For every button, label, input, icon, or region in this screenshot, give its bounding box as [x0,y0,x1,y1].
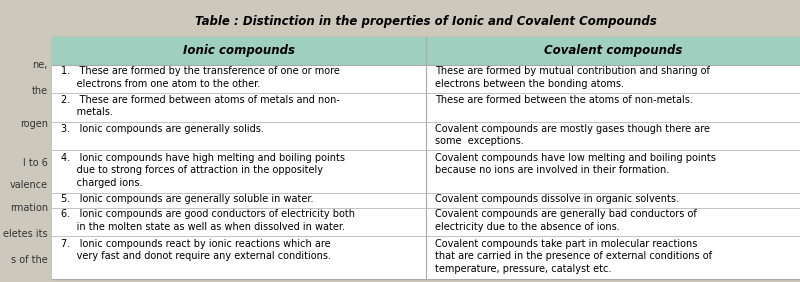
Text: Table : Distinction in the properties of Ionic and Covalent Compounds: Table : Distinction in the properties of… [195,15,657,28]
Text: the: the [32,86,48,96]
Text: l to 6: l to 6 [23,158,48,168]
Text: 4.   Ionic compounds have high melting and boiling points
     due to strong for: 4. Ionic compounds have high melting and… [61,153,345,188]
Text: 6.   Ionic compounds are good conductors of electricity both
     in the molten : 6. Ionic compounds are good conductors o… [61,209,355,232]
Text: ne,: ne, [33,60,48,70]
Text: 3.   Ionic compounds are generally solids.: 3. Ionic compounds are generally solids. [61,124,264,133]
Bar [52,93,800,122]
Text: These are formed between the atoms of non-metals.: These are formed between the atoms of no… [435,95,693,105]
Bar [52,122,800,150]
Bar [52,208,800,236]
Bar [52,65,800,93]
Text: Covalent compounds are generally bad conductors of
electricity due to the absenc: Covalent compounds are generally bad con… [435,209,697,232]
Text: Covalent compounds take part in molecular reactions
that are carried in the pres: Covalent compounds take part in molecula… [435,239,712,274]
Bar [52,150,800,193]
Text: eletes its: eletes its [3,229,48,239]
Text: Covalent compounds are mostly gases though there are
some  exceptions.: Covalent compounds are mostly gases thou… [435,124,710,146]
Text: valence: valence [10,180,48,190]
Text: s of the: s of the [11,255,48,265]
Text: Covalent compounds have low melting and boiling points
because no ions are invol: Covalent compounds have low melting and … [435,153,716,175]
Text: These are formed by mutual contribution and sharing of
electrons between the bon: These are formed by mutual contribution … [435,66,710,89]
Bar [52,37,800,65]
Text: Covalent compounds dissolve in organic solvents.: Covalent compounds dissolve in organic s… [435,194,679,204]
Bar [52,236,800,279]
Text: rogen: rogen [20,119,48,129]
Text: Covalent compounds: Covalent compounds [544,44,682,57]
Bar [52,193,800,208]
Text: 5.   Ionic compounds are generally soluble in water.: 5. Ionic compounds are generally soluble… [61,194,314,204]
Text: rmation: rmation [10,203,48,213]
Text: 1.   These are formed by the transference of one or more
     electrons from one: 1. These are formed by the transference … [61,66,340,89]
Text: Ionic compounds: Ionic compounds [183,44,295,57]
Text: 2.   These are formed between atoms of metals and non-
     metals.: 2. These are formed between atoms of met… [61,95,340,117]
Text: 7.   Ionic compounds react by ionic reactions which are
     very fast and donot: 7. Ionic compounds react by ionic reacti… [61,239,331,261]
